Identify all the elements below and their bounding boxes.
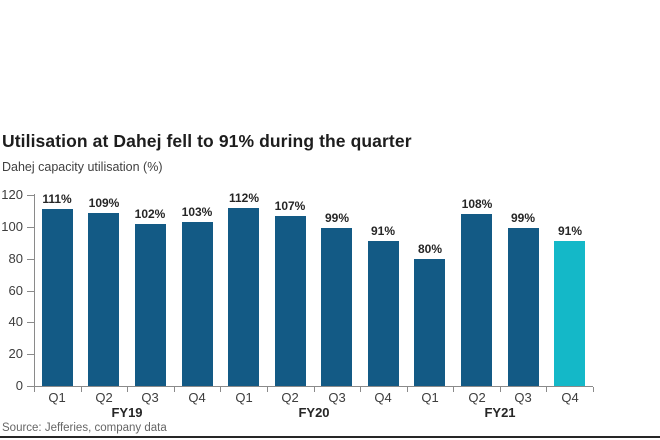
y-tick-label: 80 xyxy=(8,251,23,266)
y-tick xyxy=(27,259,34,260)
y-tick xyxy=(27,386,34,387)
x-axis-label-fy20-q4: Q4 xyxy=(374,390,392,405)
bar-value-label: 112% xyxy=(228,191,260,205)
bar-fy19-q1 xyxy=(42,209,73,386)
bar-fy20-q1 xyxy=(228,208,259,386)
group-label-fy19: FY19 xyxy=(111,405,143,420)
x-tick xyxy=(174,387,175,392)
bar-fy20-q3 xyxy=(321,228,352,386)
x-axis-label-fy20-q3: Q3 xyxy=(328,390,346,405)
bar-fy19-q4 xyxy=(182,222,213,386)
x-tick xyxy=(81,387,82,392)
bar-value-label: 99% xyxy=(510,211,536,225)
y-tick xyxy=(27,227,34,228)
x-tick xyxy=(453,387,454,392)
bar-value-label: 107% xyxy=(274,199,306,213)
x-tick xyxy=(220,387,221,392)
x-axis-label-fy21-q4: Q4 xyxy=(561,390,579,405)
y-tick-label: 40 xyxy=(8,314,23,329)
x-tick xyxy=(407,387,408,392)
y-tick-label: 60 xyxy=(8,283,23,298)
x-tick xyxy=(34,387,35,392)
group-label-fy21: FY21 xyxy=(484,405,516,420)
x-tick xyxy=(267,387,268,392)
bar-value-label: 80% xyxy=(417,242,443,256)
bar-value-label: 91% xyxy=(557,224,583,238)
bar-value-label: 109% xyxy=(88,196,120,210)
bar-value-label: 108% xyxy=(461,197,493,211)
bar-value-label: 111% xyxy=(42,192,72,206)
x-axis-label-fy21-q3: Q3 xyxy=(514,390,532,405)
y-tick xyxy=(27,291,34,292)
bar-fy21-q4 xyxy=(554,241,585,386)
x-axis-label-fy21-q1: Q1 xyxy=(421,390,439,405)
y-tick-label: 100 xyxy=(1,219,23,234)
y-tick-label: 0 xyxy=(15,378,23,393)
y-tick-label: 20 xyxy=(8,346,23,361)
bar-value-label: 103% xyxy=(181,205,213,219)
bar-value-label: 91% xyxy=(370,224,396,238)
x-tick xyxy=(500,387,501,392)
source-note: Source: Jefferies, company data xyxy=(2,422,167,434)
bar-fy20-q4 xyxy=(368,241,399,386)
bar-fy20-q2 xyxy=(275,216,306,386)
x-axis-line xyxy=(34,386,593,387)
y-tick-label: 120 xyxy=(1,187,23,202)
x-tick xyxy=(314,387,315,392)
bar-fy21-q3 xyxy=(508,228,539,386)
x-axis-label-fy21-q2: Q2 xyxy=(468,390,486,405)
x-axis-label-fy19-q4: Q4 xyxy=(188,390,206,405)
y-tick xyxy=(27,322,34,323)
y-tick xyxy=(27,195,34,196)
bottom-rule xyxy=(0,436,660,438)
x-axis-label-fy20-q1: Q1 xyxy=(235,390,253,405)
y-tick xyxy=(27,354,34,355)
bar-value-label: 99% xyxy=(324,211,350,225)
bar-fy21-q2 xyxy=(461,214,492,386)
bar-fy21-q1 xyxy=(414,259,445,386)
chart-subtitle: Dahej capacity utilisation (%) xyxy=(2,160,163,174)
group-label-fy20: FY20 xyxy=(298,405,330,420)
bar-fy19-q2 xyxy=(88,213,119,386)
x-tick xyxy=(360,387,361,392)
x-axis-label-fy19-q2: Q2 xyxy=(95,390,113,405)
bar-value-label: 102% xyxy=(134,207,166,221)
x-tick xyxy=(593,387,594,392)
chart-title: Utilisation at Dahej fell to 91% during … xyxy=(2,131,412,151)
x-tick xyxy=(546,387,547,392)
x-axis-label-fy19-q1: Q1 xyxy=(48,390,66,405)
x-axis-label-fy19-q3: Q3 xyxy=(141,390,159,405)
x-axis-label-fy20-q2: Q2 xyxy=(281,390,299,405)
x-tick xyxy=(127,387,128,392)
bar-fy19-q3 xyxy=(135,224,166,386)
y-axis-line xyxy=(34,194,35,386)
